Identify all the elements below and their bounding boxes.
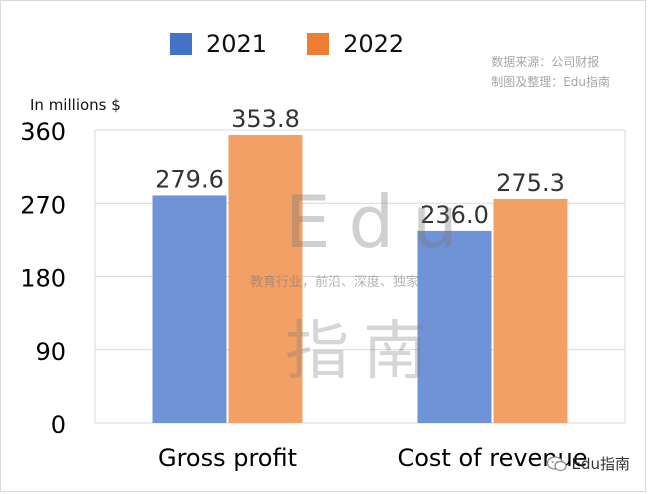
y-tick-label: 180 <box>20 265 66 293</box>
bar-value-label: 353.8 <box>231 105 300 133</box>
bars <box>152 135 568 423</box>
bar-2021-0 <box>152 195 227 423</box>
wechat-icon <box>547 455 568 471</box>
bar-2021-1 <box>417 230 492 423</box>
bar-value-label: 279.6 <box>155 165 224 193</box>
bar-value-label: 236.0 <box>420 201 489 229</box>
y-tick-label: 90 <box>35 338 66 366</box>
y-tick-labels: 0 90 180 270 360 <box>20 118 66 439</box>
bar-value-label: 275.3 <box>496 169 565 197</box>
watermark-cn: 指南 <box>285 315 441 389</box>
brand-label: Edu指南 <box>571 455 630 473</box>
legend-swatch-2021 <box>170 33 192 55</box>
bar-2022-1 <box>493 198 568 423</box>
bar-2022-0 <box>228 135 303 423</box>
legend: 2021 2022 <box>170 30 444 58</box>
legend-item-2021: 2021 <box>170 30 267 58</box>
source-line-1: 数据来源：公司财报 <box>491 55 600 69</box>
brand-badge: Edu指南 <box>547 453 630 474</box>
x-category-label: Gross profit <box>158 444 297 472</box>
legend-item-2022: 2022 <box>307 30 404 58</box>
y-tick-label: 0 <box>51 411 66 439</box>
x-category-labels: Gross profit Cost of revenue <box>158 444 588 472</box>
source-line-2: 制图及整理：Edu指南 <box>491 75 610 89</box>
y-tick-label: 270 <box>20 191 66 219</box>
legend-label-2021: 2021 <box>206 30 268 58</box>
legend-label-2022: 2022 <box>343 30 405 58</box>
watermark-slogan: 教育行业，前沿、深度、独家 <box>250 275 420 290</box>
y-axis-unit-label: In millions $ <box>30 96 121 114</box>
legend-swatch-2022 <box>307 33 330 55</box>
y-tick-label: 360 <box>20 118 66 146</box>
source-note: 数据来源：公司财报 制图及整理：Edu指南 <box>491 52 610 92</box>
